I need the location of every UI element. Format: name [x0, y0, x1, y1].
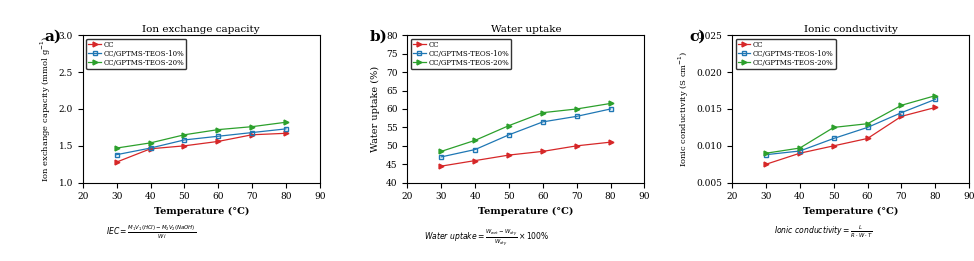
Text: a): a) — [45, 29, 62, 43]
CC/GPTMS-TEOS-20% — [895, 104, 907, 107]
Text: c): c) — [690, 29, 706, 43]
CC/GPTMS-TEOS-20% — [469, 139, 481, 142]
CC/GPTMS-TEOS-10% — [929, 98, 941, 101]
Line: CC: CC — [764, 105, 938, 167]
CC/GPTMS-TEOS-20% — [828, 126, 840, 129]
CC/GPTMS-TEOS-20% — [281, 121, 292, 124]
CC/GPTMS-TEOS-20% — [178, 133, 190, 136]
CC/GPTMS-TEOS-20% — [504, 124, 515, 127]
X-axis label: Temperature (°C): Temperature (°C) — [478, 207, 574, 216]
Line: CC/GPTMS-TEOS-20%: CC/GPTMS-TEOS-20% — [114, 120, 288, 151]
CC/GPTMS-TEOS-10% — [504, 133, 515, 136]
CC/GPTMS-TEOS-10% — [178, 138, 190, 141]
CC/GPTMS-TEOS-10% — [571, 115, 582, 118]
CC/GPTMS-TEOS-10% — [828, 137, 840, 140]
Title: Water uptake: Water uptake — [491, 26, 561, 34]
CC/GPTMS-TEOS-20% — [111, 146, 123, 150]
CC — [111, 161, 123, 164]
CC — [504, 153, 515, 157]
Title: Ion exchange capacity: Ion exchange capacity — [142, 26, 260, 34]
CC/GPTMS-TEOS-10% — [111, 153, 123, 156]
CC/GPTMS-TEOS-10% — [281, 127, 292, 130]
Legend: CC, CC/GPTMS-TEOS-10%, CC/GPTMS-TEOS-20%: CC, CC/GPTMS-TEOS-10%, CC/GPTMS-TEOS-20% — [735, 39, 836, 69]
CC — [760, 163, 771, 166]
CC/GPTMS-TEOS-20% — [246, 125, 258, 128]
CC/GPTMS-TEOS-10% — [895, 111, 907, 114]
CC/GPTMS-TEOS-20% — [212, 128, 224, 131]
CC — [929, 106, 941, 109]
CC — [178, 144, 190, 147]
CC — [435, 164, 447, 168]
CC/GPTMS-TEOS-20% — [862, 122, 874, 125]
Legend: CC, CC/GPTMS-TEOS-10%, CC/GPTMS-TEOS-20%: CC, CC/GPTMS-TEOS-10%, CC/GPTMS-TEOS-20% — [87, 39, 186, 69]
CC — [537, 150, 548, 153]
CC/GPTMS-TEOS-20% — [605, 102, 617, 105]
CC — [145, 147, 157, 150]
Y-axis label: Ionic conductivity (S cm$^{-1}$): Ionic conductivity (S cm$^{-1}$) — [677, 51, 691, 167]
CC — [828, 144, 840, 147]
Y-axis label: Ion exchange capacity (mmol g$^{-1}$): Ion exchange capacity (mmol g$^{-1}$) — [39, 36, 53, 182]
CC — [794, 152, 805, 155]
Line: CC/GPTMS-TEOS-10%: CC/GPTMS-TEOS-10% — [114, 126, 288, 157]
CC/GPTMS-TEOS-20% — [537, 111, 548, 114]
CC — [246, 133, 258, 136]
CC/GPTMS-TEOS-20% — [760, 152, 771, 155]
CC/GPTMS-TEOS-20% — [571, 108, 582, 111]
CC/GPTMS-TEOS-20% — [145, 141, 157, 144]
CC — [469, 159, 481, 162]
CC/GPTMS-TEOS-10% — [145, 146, 157, 150]
Text: b): b) — [369, 29, 388, 43]
CC/GPTMS-TEOS-10% — [537, 120, 548, 123]
CC/GPTMS-TEOS-10% — [794, 150, 805, 153]
Line: CC/GPTMS-TEOS-10%: CC/GPTMS-TEOS-10% — [764, 97, 938, 157]
Legend: CC, CC/GPTMS-TEOS-10%, CC/GPTMS-TEOS-20%: CC, CC/GPTMS-TEOS-10%, CC/GPTMS-TEOS-20% — [411, 39, 511, 69]
Text: $IEC=\frac{M_1V_1(HCl)-M_2V_2(NaOH)}{Wi}$: $IEC=\frac{M_1V_1(HCl)-M_2V_2(NaOH)}{Wi}… — [106, 224, 196, 241]
CC — [571, 144, 582, 147]
CC/GPTMS-TEOS-10% — [760, 153, 771, 156]
Line: CC: CC — [114, 131, 288, 164]
CC/GPTMS-TEOS-20% — [435, 150, 447, 153]
CC/GPTMS-TEOS-10% — [246, 131, 258, 134]
CC — [862, 137, 874, 140]
Title: Ionic conductivity: Ionic conductivity — [804, 26, 898, 34]
CC/GPTMS-TEOS-10% — [212, 135, 224, 138]
Text: $Water\ uptake=\frac{W_{wet}-W_{dry}}{W_{dry}}\times100\%$: $Water\ uptake=\frac{W_{wet}-W_{dry}}{W_… — [425, 227, 549, 248]
CC — [212, 140, 224, 143]
Text: $Ionic\ conductivity=\frac{L}{R\cdot W\cdot T}$: $Ionic\ conductivity=\frac{L}{R\cdot W\c… — [773, 224, 873, 240]
CC/GPTMS-TEOS-20% — [794, 146, 805, 150]
CC/GPTMS-TEOS-10% — [862, 126, 874, 129]
CC/GPTMS-TEOS-10% — [605, 108, 617, 111]
CC — [605, 141, 617, 144]
CC/GPTMS-TEOS-20% — [929, 94, 941, 97]
CC — [895, 115, 907, 118]
Line: CC/GPTMS-TEOS-20%: CC/GPTMS-TEOS-20% — [764, 93, 938, 156]
Y-axis label: Water uptake (%): Water uptake (%) — [371, 66, 381, 152]
Line: CC: CC — [439, 140, 613, 169]
Line: CC/GPTMS-TEOS-10%: CC/GPTMS-TEOS-10% — [439, 106, 613, 159]
CC/GPTMS-TEOS-10% — [435, 155, 447, 158]
CC/GPTMS-TEOS-10% — [469, 148, 481, 151]
CC — [281, 132, 292, 135]
X-axis label: Temperature (°C): Temperature (°C) — [154, 207, 249, 216]
Line: CC/GPTMS-TEOS-20%: CC/GPTMS-TEOS-20% — [439, 101, 613, 154]
X-axis label: Temperature (°C): Temperature (°C) — [803, 207, 898, 216]
